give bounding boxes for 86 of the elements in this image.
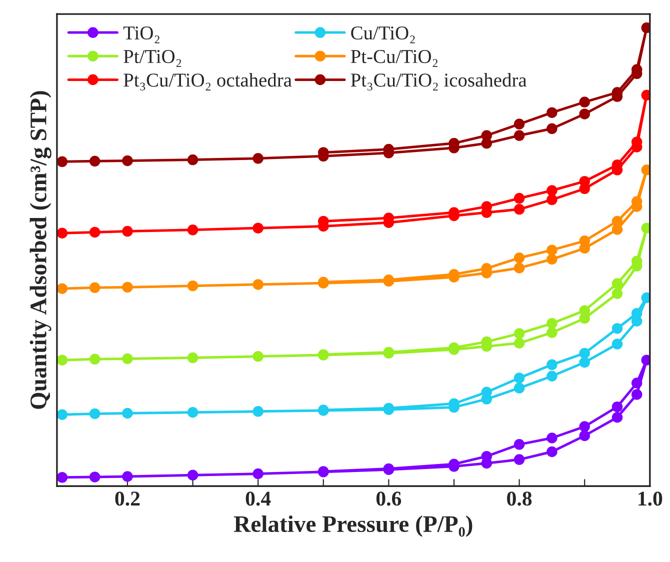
legend-label: Pt-Cu/TiO₂ bbox=[350, 50, 438, 67]
point bbox=[612, 216, 623, 227]
point bbox=[546, 327, 558, 338]
point bbox=[612, 323, 623, 334]
point bbox=[514, 328, 525, 339]
point bbox=[514, 252, 525, 264]
x-tick-label: 0.2 bbox=[115, 492, 140, 506]
point bbox=[514, 204, 525, 215]
point bbox=[631, 389, 642, 400]
point bbox=[122, 226, 133, 237]
point bbox=[579, 421, 590, 432]
x-axis-title: Relative Pressure (P/P₀) bbox=[234, 515, 472, 537]
point bbox=[631, 378, 642, 388]
legend-label: Pt₃Cu/TiO₂ icosahedra bbox=[350, 73, 527, 91]
point bbox=[514, 262, 525, 274]
point bbox=[56, 354, 68, 366]
point bbox=[56, 156, 68, 168]
point bbox=[514, 439, 525, 450]
point bbox=[546, 254, 558, 265]
point bbox=[579, 96, 590, 108]
point bbox=[579, 357, 590, 368]
point bbox=[514, 192, 525, 204]
point bbox=[122, 282, 133, 293]
point bbox=[612, 338, 623, 350]
point bbox=[89, 354, 100, 365]
point bbox=[514, 372, 525, 384]
x-tick-label: 0.4 bbox=[246, 492, 271, 506]
point bbox=[252, 406, 264, 417]
x-tick-label: 0.8 bbox=[507, 492, 532, 506]
point bbox=[187, 352, 198, 364]
point bbox=[514, 338, 525, 349]
point bbox=[546, 123, 558, 134]
point bbox=[546, 359, 558, 370]
point bbox=[187, 154, 198, 166]
legend-label: Pt₃Cu/TiO₂ octahedra bbox=[124, 73, 292, 91]
point bbox=[89, 226, 100, 238]
point bbox=[612, 412, 623, 423]
point bbox=[187, 470, 198, 481]
point bbox=[546, 185, 558, 196]
point bbox=[89, 156, 100, 167]
point bbox=[481, 130, 492, 141]
point bbox=[612, 278, 623, 289]
point bbox=[579, 108, 590, 120]
point bbox=[252, 468, 264, 480]
point bbox=[56, 283, 68, 294]
legend-label: Pt/TiO₂ bbox=[124, 50, 182, 67]
point bbox=[89, 282, 100, 294]
point bbox=[122, 353, 133, 364]
point bbox=[187, 224, 198, 236]
point bbox=[514, 118, 525, 130]
point bbox=[89, 472, 100, 482]
legend-label: Cu/TiO₂ bbox=[351, 26, 415, 44]
point bbox=[252, 222, 264, 234]
point bbox=[579, 348, 590, 359]
point bbox=[579, 236, 590, 246]
point bbox=[546, 244, 558, 256]
point bbox=[187, 406, 198, 418]
point bbox=[56, 472, 68, 483]
point bbox=[514, 454, 525, 465]
point bbox=[122, 155, 133, 166]
point bbox=[252, 351, 264, 362]
x-tick-label: 0.6 bbox=[376, 492, 402, 506]
point bbox=[579, 305, 590, 316]
point bbox=[612, 288, 623, 300]
point bbox=[252, 153, 264, 164]
point bbox=[546, 370, 558, 382]
point bbox=[612, 401, 623, 412]
point bbox=[546, 107, 558, 118]
point bbox=[579, 430, 590, 442]
point bbox=[187, 280, 198, 292]
point bbox=[252, 279, 264, 290]
point bbox=[122, 408, 133, 419]
point bbox=[546, 194, 558, 206]
point bbox=[546, 318, 558, 329]
point bbox=[631, 308, 642, 319]
y-axis-title: Quantity Adsorbed (cm³/g STP) bbox=[30, 91, 52, 409]
legend-label: TiO₂ bbox=[123, 26, 160, 44]
point bbox=[56, 228, 68, 239]
point bbox=[546, 446, 558, 458]
point bbox=[122, 471, 133, 482]
point bbox=[546, 432, 558, 444]
point bbox=[514, 130, 525, 141]
point bbox=[89, 408, 100, 420]
point bbox=[56, 409, 68, 420]
point bbox=[514, 382, 525, 394]
x-tick-label: 1.0 bbox=[638, 492, 662, 506]
